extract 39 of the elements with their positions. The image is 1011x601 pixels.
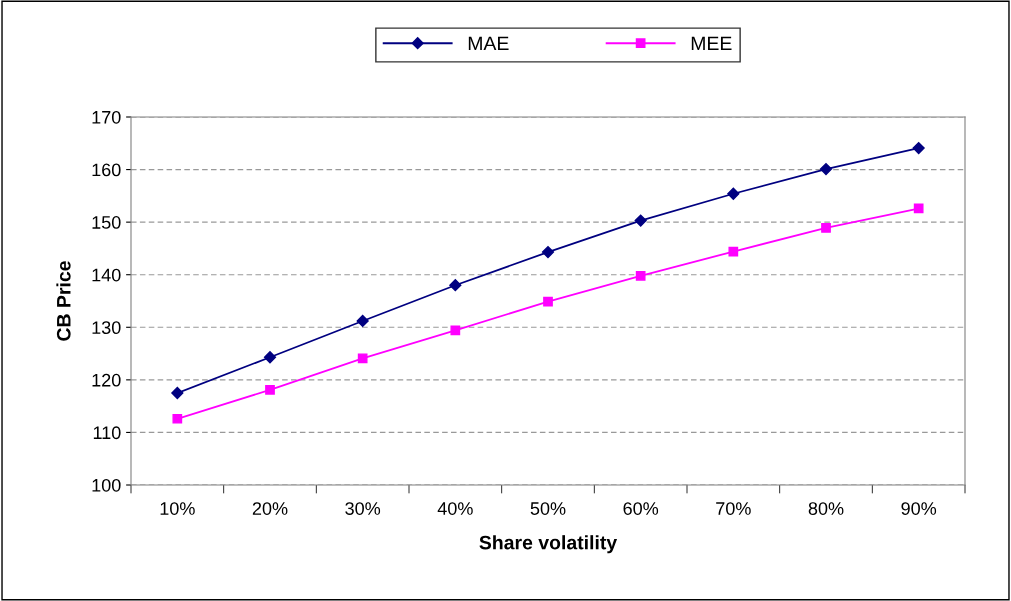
x-tick-label: 40% bbox=[437, 502, 473, 515]
x-tick-label: 70% bbox=[716, 502, 751, 515]
x-tick-label: 20% bbox=[252, 502, 288, 515]
x-tick-label: 90% bbox=[901, 502, 937, 515]
point bbox=[263, 351, 277, 364]
y-tick-label: 170 bbox=[92, 110, 121, 124]
point bbox=[265, 384, 275, 395]
y-tick-label: 160 bbox=[92, 163, 121, 177]
y-tick-label: 120 bbox=[92, 373, 121, 387]
point bbox=[357, 353, 368, 364]
legend-label: MEE bbox=[691, 36, 732, 51]
legend-label: MAE bbox=[468, 36, 509, 51]
point bbox=[821, 223, 831, 233]
y-tick-label: 140 bbox=[92, 268, 121, 282]
y-tick-label: 130 bbox=[92, 321, 121, 335]
y-axis-title: CB Price bbox=[56, 261, 71, 341]
point bbox=[912, 141, 925, 155]
point bbox=[543, 296, 553, 307]
point bbox=[727, 187, 740, 200]
point bbox=[172, 413, 183, 424]
point bbox=[541, 246, 555, 259]
x-tick-label: 60% bbox=[623, 502, 659, 515]
y-tick-label: 100 bbox=[92, 478, 121, 492]
point bbox=[171, 386, 184, 400]
point bbox=[728, 246, 739, 257]
x-tick-label: 30% bbox=[345, 502, 381, 515]
x-tick-label: 80% bbox=[808, 502, 844, 515]
y-tick-label: 110 bbox=[93, 426, 121, 440]
x-tick-label: 50% bbox=[530, 502, 566, 515]
x-axis-title: Share volatility bbox=[479, 535, 618, 554]
y-tick-label: 150 bbox=[92, 216, 121, 229]
point bbox=[634, 214, 647, 227]
point bbox=[450, 325, 461, 336]
point bbox=[449, 279, 462, 292]
point bbox=[913, 203, 924, 214]
x-tick-label: 10% bbox=[160, 502, 195, 515]
point bbox=[635, 270, 646, 281]
point bbox=[356, 314, 369, 328]
point bbox=[819, 162, 833, 176]
